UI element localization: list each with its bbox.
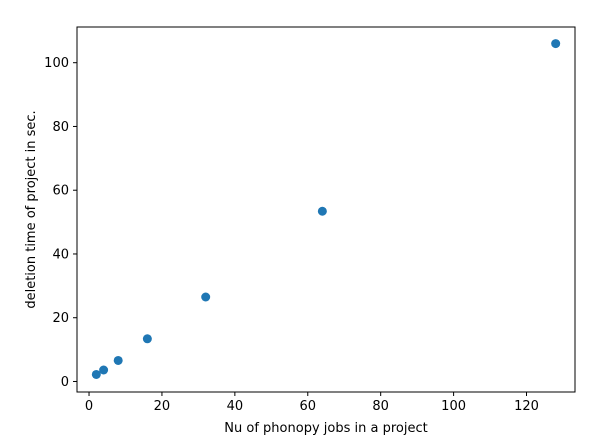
ticks-layer: 0 20 40 60 80 100 120 0 20 40 60 80 100 bbox=[44, 56, 539, 414]
x-tick-label: 100 bbox=[441, 399, 466, 414]
y-tick-label: 40 bbox=[52, 247, 69, 262]
plot-frame bbox=[76, 26, 576, 393]
y-axis-label: deletion time of project in sec. bbox=[24, 110, 39, 308]
points-layer bbox=[91, 39, 561, 379]
data-point bbox=[142, 334, 152, 344]
data-point bbox=[91, 369, 101, 379]
x-tick-label: 0 bbox=[85, 399, 93, 414]
y-tick-label: 100 bbox=[44, 56, 69, 71]
data-point bbox=[201, 292, 211, 302]
y-tick-label: 0 bbox=[61, 375, 69, 390]
data-point bbox=[317, 206, 327, 216]
x-tick-label: 120 bbox=[514, 399, 539, 414]
data-point bbox=[113, 355, 123, 365]
y-tick-label: 80 bbox=[52, 120, 69, 135]
x-tick-label: 20 bbox=[154, 399, 171, 414]
x-tick-label: 80 bbox=[372, 399, 389, 414]
y-axis-label-group: deletion time of project in sec. bbox=[24, 110, 39, 308]
data-point bbox=[99, 365, 109, 375]
x-tick-label: 60 bbox=[299, 399, 316, 414]
data-point bbox=[551, 39, 561, 49]
y-tick-label: 20 bbox=[52, 311, 69, 326]
y-tick-label: 60 bbox=[52, 184, 69, 199]
x-axis-label: Nu of phonopy jobs in a project bbox=[224, 421, 427, 436]
x-tick-label: 40 bbox=[227, 399, 244, 414]
